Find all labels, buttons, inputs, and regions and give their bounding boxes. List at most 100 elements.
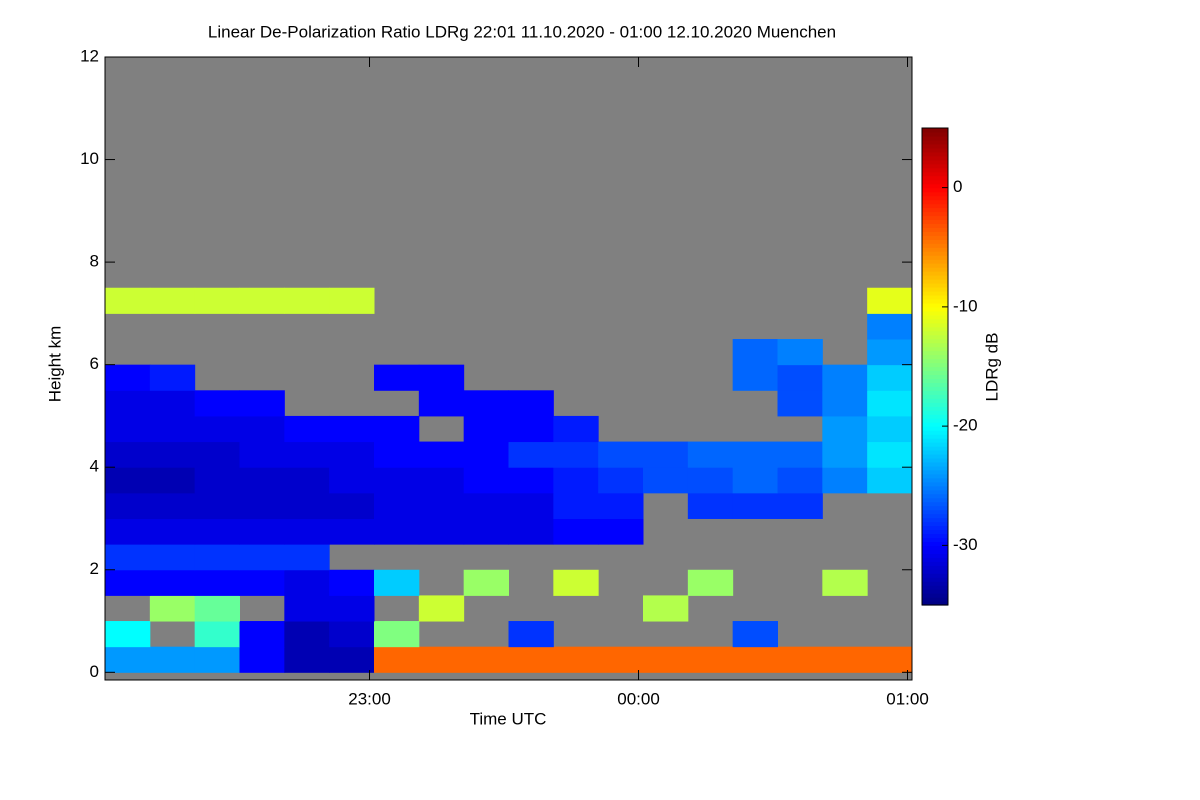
heatmap-cell bbox=[239, 492, 285, 519]
colorbar-step bbox=[922, 509, 948, 515]
heatmap-cell bbox=[867, 313, 913, 340]
heatmap-cell bbox=[239, 467, 285, 494]
colorbar-tick-label: 0 bbox=[953, 177, 962, 196]
colorbar-step bbox=[922, 382, 948, 387]
heatmap-cell bbox=[194, 646, 240, 673]
heatmap-cell bbox=[732, 441, 778, 468]
colorbar-step bbox=[922, 239, 948, 244]
colorbar-step bbox=[922, 231, 948, 236]
colorbar-step bbox=[922, 561, 948, 566]
heatmap-cell bbox=[867, 441, 913, 468]
heatmap-cell bbox=[329, 441, 375, 468]
heatmap-cell bbox=[687, 467, 734, 494]
heatmap-cell bbox=[598, 467, 644, 494]
heatmap-cell bbox=[194, 390, 240, 417]
heatmap-cell bbox=[284, 518, 330, 545]
heatmap-cell bbox=[284, 569, 330, 596]
heatmap-cell bbox=[284, 492, 330, 519]
heatmap-cell bbox=[329, 287, 375, 314]
y-tick-label: 0 bbox=[90, 662, 99, 681]
heatmap-cell bbox=[508, 467, 554, 494]
colorbar-step bbox=[922, 434, 948, 439]
heatmap-cell bbox=[329, 492, 375, 519]
heatmap-cell bbox=[329, 621, 375, 648]
heatmap-cell bbox=[239, 646, 285, 673]
heatmap-cell bbox=[777, 339, 823, 366]
heatmap-cell bbox=[777, 492, 823, 519]
colorbar-step bbox=[922, 569, 948, 574]
colorbar-step bbox=[922, 386, 948, 391]
colorbar-step bbox=[922, 529, 948, 535]
heatmap-cell bbox=[418, 441, 465, 468]
colorbar-step bbox=[922, 243, 948, 248]
heatmap-cell bbox=[149, 390, 196, 417]
heatmap-cell bbox=[598, 646, 644, 673]
colorbar-step bbox=[922, 390, 948, 395]
colorbar-step bbox=[922, 378, 948, 383]
heatmap-cell bbox=[687, 441, 734, 468]
heatmap-cell bbox=[284, 415, 330, 443]
colorbar-step bbox=[922, 517, 948, 523]
heatmap-cell bbox=[105, 621, 151, 648]
colorbar-step bbox=[922, 573, 948, 578]
heatmap-cell bbox=[105, 441, 151, 468]
heatmap-cell bbox=[149, 518, 196, 545]
heatmap-cell bbox=[194, 544, 240, 571]
colorbar-step bbox=[922, 497, 948, 503]
heatmap-cell bbox=[508, 415, 554, 443]
heatmap-cell bbox=[418, 646, 465, 673]
heatmap-cell bbox=[284, 287, 330, 314]
x-tick-label: 23:00 bbox=[348, 689, 391, 708]
colorbar-step bbox=[922, 128, 948, 133]
colorbar-label: LDRg dB bbox=[982, 333, 1001, 402]
heatmap-cell bbox=[418, 518, 465, 545]
heatmap-cell bbox=[329, 569, 375, 596]
heatmap-cell bbox=[374, 441, 420, 468]
colorbar-step bbox=[922, 163, 948, 169]
heatmap-cell bbox=[777, 467, 823, 494]
colorbar-step bbox=[922, 290, 948, 296]
heatmap-cell bbox=[329, 415, 375, 443]
colorbar-step bbox=[922, 457, 948, 463]
colorbar-step bbox=[922, 139, 948, 145]
heatmap-cell bbox=[374, 569, 420, 596]
colorbar-step bbox=[922, 199, 948, 205]
colorbar-step bbox=[922, 334, 948, 340]
heatmap-cell bbox=[374, 492, 420, 519]
heatmap-cell bbox=[329, 595, 375, 622]
colorbar-step bbox=[922, 235, 948, 240]
heatmap-cell bbox=[149, 569, 196, 596]
plot-frame bbox=[104, 56, 913, 681]
colorbar-step bbox=[922, 489, 948, 495]
heatmap-cell bbox=[822, 390, 868, 417]
heatmap-cell bbox=[418, 467, 465, 494]
colorbar-step bbox=[922, 438, 948, 443]
colorbar-step bbox=[922, 350, 948, 356]
heatmap-cell bbox=[463, 415, 509, 443]
colorbar-step bbox=[922, 513, 948, 519]
colorbar-step bbox=[922, 442, 948, 447]
colorbar-step bbox=[922, 267, 948, 272]
heatmap-cell bbox=[867, 339, 913, 366]
colorbar-step bbox=[922, 505, 948, 511]
y-tick-label: 2 bbox=[90, 559, 99, 578]
x-axis-label: Time UTC bbox=[470, 709, 547, 728]
colorbar-step bbox=[922, 298, 948, 304]
colorbar-step bbox=[922, 453, 948, 459]
colorbar-step bbox=[922, 370, 948, 376]
colorbar-step bbox=[922, 183, 948, 189]
colorbar-step bbox=[922, 461, 948, 467]
colorbar-step bbox=[922, 358, 948, 364]
heatmap-cell bbox=[822, 415, 868, 443]
heatmap-cell bbox=[822, 441, 868, 468]
heatmap-cell bbox=[284, 595, 330, 622]
heatmap-cell bbox=[687, 569, 734, 596]
heatmap-cell bbox=[822, 646, 868, 673]
colorbar-step bbox=[922, 477, 948, 483]
heatmap-cell bbox=[598, 492, 644, 519]
colorbar-step bbox=[922, 251, 948, 256]
heatmap-cell bbox=[329, 518, 375, 545]
heatmap-cell bbox=[149, 544, 196, 571]
colorbar-step bbox=[922, 581, 948, 586]
heatmap-cell bbox=[194, 287, 240, 314]
